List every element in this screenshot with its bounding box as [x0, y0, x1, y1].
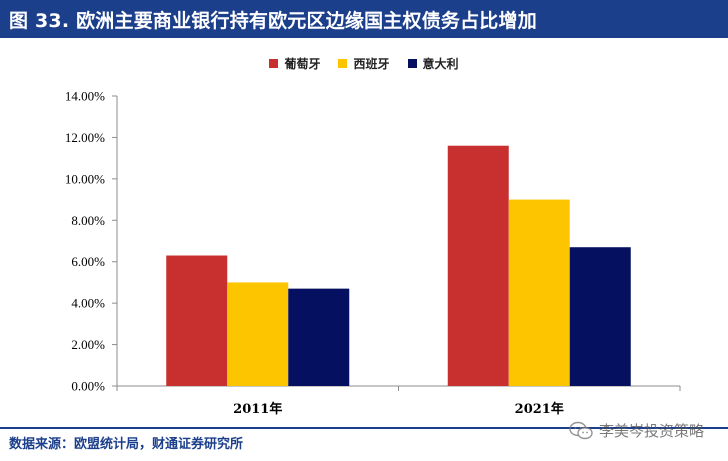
- y-tick-label: 4.00%: [71, 296, 105, 311]
- bar-2021-series-1: [508, 199, 570, 386]
- watermark-text: 李美岑投资策略: [598, 422, 704, 440]
- legend-label-spain: 西班牙: [353, 57, 390, 71]
- chart-title: 图 33. 欧洲主要商业银行持有欧元区边缘国主权债务占比增加: [9, 9, 537, 32]
- legend-swatch-spain: [338, 59, 348, 68]
- y-tick-label: 2.00%: [71, 337, 105, 352]
- legend-label-portugal: 葡萄牙: [284, 57, 321, 71]
- legend-label-italy: 意大利: [422, 57, 459, 71]
- y-tick-label: 14.00%: [65, 89, 105, 104]
- bar-2021-series-0: [447, 145, 509, 386]
- source-note: 数据来源：欧盟统计局，财通证券研究所: [9, 437, 244, 452]
- watermark: 李美岑投资策略: [569, 420, 704, 441]
- legend-item-italy: 意大利: [407, 55, 459, 72]
- y-tick-label: 12.00%: [65, 130, 105, 145]
- legend: 葡萄牙 西班牙 意大利: [0, 55, 728, 72]
- wechat-icon: [569, 421, 593, 439]
- y-tick-label: 8.00%: [71, 213, 105, 228]
- footer-divider: [0, 427, 728, 429]
- legend-swatch-italy: [407, 59, 417, 68]
- x-category-label: 2021年: [515, 401, 564, 417]
- bar-2011-series-1: [227, 282, 289, 386]
- bar-2011-series-0: [166, 255, 228, 386]
- title-bar: 图 33. 欧洲主要商业银行持有欧元区边缘国主权债务占比增加: [0, 0, 728, 38]
- x-category-label: 2011年: [233, 401, 282, 417]
- legend-item-portugal: 葡萄牙: [269, 55, 320, 72]
- bar-chart: 0.00% 2.00% 4.00% 6.00% 8.00% 10.00% 12.00% 14.…: [65, 89, 681, 417]
- y-tick-label: 6.00%: [71, 254, 105, 269]
- legend-swatch-portugal: [269, 59, 279, 68]
- legend-item-spain: 西班牙: [338, 55, 390, 72]
- y-tick-label: 10.00%: [65, 171, 105, 186]
- bar-2021-series-2: [569, 247, 631, 386]
- bar-2011-series-2: [288, 288, 350, 386]
- y-tick-label: 0.00%: [71, 379, 105, 394]
